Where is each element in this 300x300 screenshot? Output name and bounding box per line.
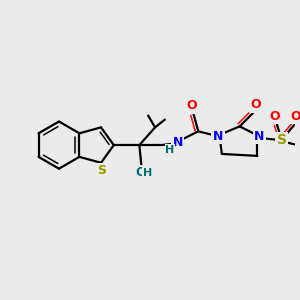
Text: N: N <box>172 136 183 148</box>
Text: S: S <box>277 133 287 147</box>
Text: S: S <box>98 164 106 177</box>
Text: O: O <box>135 166 146 179</box>
Text: H: H <box>142 168 152 178</box>
Text: N: N <box>254 130 264 143</box>
Text: O: O <box>290 110 300 123</box>
Text: N: N <box>213 130 223 143</box>
Text: O: O <box>250 98 261 111</box>
Text: O: O <box>186 99 197 112</box>
Text: O: O <box>270 110 280 123</box>
Text: H: H <box>165 145 174 155</box>
